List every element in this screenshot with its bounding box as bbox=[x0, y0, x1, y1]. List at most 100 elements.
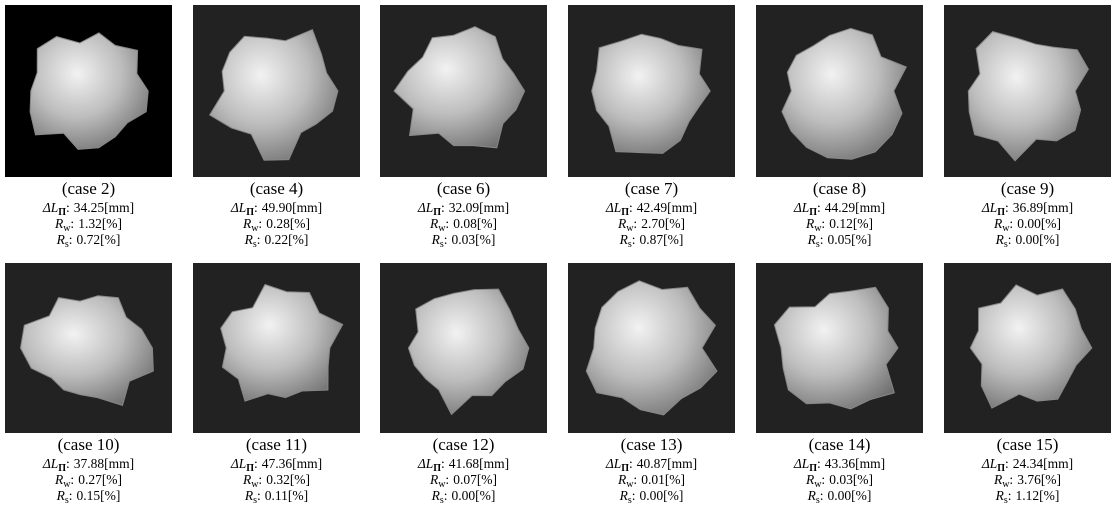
metric-symbol: ΔL bbox=[793, 200, 809, 215]
case-label: (case 14) bbox=[809, 435, 871, 454]
metric-symbol: ΔL bbox=[230, 456, 246, 471]
metric-symbol: ΔL bbox=[42, 200, 58, 215]
metric-line: Rs:0.22[%] bbox=[244, 232, 309, 250]
metric-sep: : bbox=[633, 216, 637, 231]
metric-value: 0.22[%] bbox=[265, 232, 309, 247]
metric-sep: : bbox=[445, 472, 449, 487]
metric-line: Rs:0.72[%] bbox=[56, 232, 121, 250]
metric-sep: : bbox=[632, 232, 636, 247]
case-label: (case 11) bbox=[246, 435, 307, 454]
metric-value: 0.00[%] bbox=[640, 488, 684, 503]
metric-value: 43.36[mm] bbox=[825, 456, 885, 471]
metric-value: 0.00[%] bbox=[1017, 216, 1061, 231]
metric-value: 24.34[mm] bbox=[1013, 456, 1073, 471]
case-label: (case 13) bbox=[621, 435, 683, 454]
metric-value: 32.09[mm] bbox=[449, 200, 509, 215]
metric-sep: : bbox=[632, 488, 636, 503]
metric-value: 0.72[%] bbox=[77, 232, 121, 247]
metric-value: 1.12[%] bbox=[1016, 488, 1060, 503]
metric-line: Rs:0.03[%] bbox=[431, 232, 496, 250]
panel: (case 10)ΔLΠ:37.88[mm]Rw:0.27[%]Rs:0.15[… bbox=[5, 263, 172, 506]
metric-line: Rs:0.87[%] bbox=[619, 232, 684, 250]
panel: (case 2)ΔLΠ:34.25[mm]Rw:1.32[%]Rs:0.72[%… bbox=[5, 5, 172, 250]
metric-line: Rs:0.00[%] bbox=[995, 232, 1060, 250]
metric-symbol: ΔL bbox=[417, 200, 433, 215]
case-label: (case 2) bbox=[62, 179, 115, 198]
metric-value: 0.03[%] bbox=[829, 472, 873, 487]
metric-line: Rs:1.12[%] bbox=[995, 488, 1060, 506]
metric-value: 0.00[%] bbox=[828, 488, 872, 503]
metric-value: 0.11[%] bbox=[265, 488, 308, 503]
metric-value: 0.08[%] bbox=[453, 216, 497, 231]
metric-sep: : bbox=[66, 456, 70, 471]
metric-value: 42.49[mm] bbox=[637, 200, 697, 215]
metric-value: 3.76[%] bbox=[1017, 472, 1061, 487]
metric-value: 0.01[%] bbox=[641, 472, 685, 487]
case-label: (case 4) bbox=[250, 179, 303, 198]
metric-value: 0.15[%] bbox=[77, 488, 121, 503]
metric-value: 0.32[%] bbox=[266, 472, 310, 487]
metric-value: 0.27[%] bbox=[78, 472, 122, 487]
metric-sep: : bbox=[820, 232, 824, 247]
metric-sep: : bbox=[1009, 472, 1013, 487]
metric-sep: : bbox=[1008, 488, 1012, 503]
metric-sep: : bbox=[70, 472, 74, 487]
metric-sep: : bbox=[258, 472, 262, 487]
metric-sep: : bbox=[444, 232, 448, 247]
panel: (case 7)ΔLΠ:42.49[mm]Rw:2.70[%]Rs:0.87[%… bbox=[568, 5, 735, 250]
metric-sep: : bbox=[1005, 456, 1009, 471]
panel: (case 6)ΔLΠ:32.09[mm]Rw:0.08[%]Rs:0.03[%… bbox=[380, 5, 547, 250]
metric-symbol: ΔL bbox=[605, 200, 621, 215]
metric-symbol: ΔL bbox=[230, 200, 246, 215]
metric-sep: : bbox=[817, 456, 821, 471]
panel: (case 11)ΔLΠ:47.36[mm]Rw:0.32[%]Rs:0.11[… bbox=[193, 263, 360, 506]
metric-sep: : bbox=[441, 456, 445, 471]
metric-value: 0.12[%] bbox=[829, 216, 873, 231]
metric-value: 40.87[mm] bbox=[637, 456, 697, 471]
metric-value: 44.29[mm] bbox=[825, 200, 885, 215]
metric-sep: : bbox=[257, 488, 261, 503]
metric-value: 0.00[%] bbox=[452, 488, 496, 503]
metric-symbol: ΔL bbox=[981, 456, 997, 471]
case-label: (case 15) bbox=[997, 435, 1059, 454]
metric-sep: : bbox=[629, 200, 633, 215]
metric-sep: : bbox=[445, 216, 449, 231]
panel: (case 9)ΔLΠ:36.89[mm]Rw:0.00[%]Rs:0.00[%… bbox=[944, 5, 1111, 250]
metric-value: 41.68[mm] bbox=[449, 456, 509, 471]
metric-sep: : bbox=[70, 216, 74, 231]
metric-sep: : bbox=[821, 472, 825, 487]
metric-line: Rs:0.11[%] bbox=[244, 488, 308, 506]
metric-sep: : bbox=[258, 216, 262, 231]
metric-sep: : bbox=[66, 200, 70, 215]
metric-value: 49.90[mm] bbox=[262, 200, 322, 215]
metric-value: 34.25[mm] bbox=[74, 200, 134, 215]
panel: (case 8)ΔLΠ:44.29[mm]Rw:0.12[%]Rs:0.05[%… bbox=[756, 5, 923, 250]
panel: (case 12)ΔLΠ:41.68[mm]Rw:0.07[%]Rs:0.00[… bbox=[380, 263, 547, 506]
panel: (case 4)ΔLΠ:49.90[mm]Rw:0.28[%]Rs:0.22[%… bbox=[193, 5, 360, 250]
metric-sep: : bbox=[1009, 216, 1013, 231]
metric-sep: : bbox=[817, 200, 821, 215]
metric-sep: : bbox=[254, 200, 258, 215]
metric-sep: : bbox=[257, 232, 261, 247]
metric-sep: : bbox=[633, 472, 637, 487]
metric-symbol: ΔL bbox=[417, 456, 433, 471]
case-label: (case 10) bbox=[58, 435, 120, 454]
panel: (case 14)ΔLΠ:43.36[mm]Rw:0.03[%]Rs:0.00[… bbox=[756, 263, 923, 506]
metric-line: Rs:0.00[%] bbox=[431, 488, 496, 506]
metric-sep: : bbox=[1005, 200, 1009, 215]
metric-value: 0.87[%] bbox=[640, 232, 684, 247]
metric-sep: : bbox=[69, 232, 73, 247]
metric-sep: : bbox=[254, 456, 258, 471]
metric-line: Rs:0.00[%] bbox=[619, 488, 684, 506]
metric-value: 37.88[mm] bbox=[74, 456, 134, 471]
metric-line: Rs:0.00[%] bbox=[807, 488, 872, 506]
metric-value: 0.28[%] bbox=[266, 216, 310, 231]
metric-line: Rs:0.15[%] bbox=[56, 488, 121, 506]
metric-sep: : bbox=[69, 488, 73, 503]
metric-symbol: ΔL bbox=[981, 200, 997, 215]
metric-sep: : bbox=[444, 488, 448, 503]
metric-line: Rs:0.05[%] bbox=[807, 232, 872, 250]
metric-sep: : bbox=[1008, 232, 1012, 247]
metric-symbol: ΔL bbox=[793, 456, 809, 471]
case-label: (case 6) bbox=[437, 179, 490, 198]
